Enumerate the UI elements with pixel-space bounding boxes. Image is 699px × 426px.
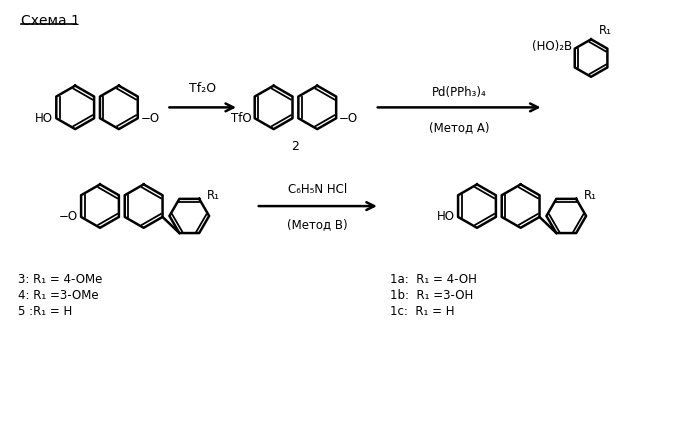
Text: HO: HO [437, 210, 455, 224]
Text: R₁: R₁ [584, 190, 597, 202]
Text: (HO)₂B: (HO)₂B [532, 40, 572, 53]
Text: 5 :R₁ = H: 5 :R₁ = H [17, 305, 72, 318]
Text: −O: −O [59, 210, 78, 224]
Text: (Метод A): (Метод A) [429, 121, 489, 134]
Text: C₆H₅N HCl: C₆H₅N HCl [287, 183, 347, 196]
Text: 1c:  R₁ = H: 1c: R₁ = H [389, 305, 454, 318]
Text: Tf₂O: Tf₂O [189, 81, 216, 95]
Text: −O: −O [339, 112, 359, 125]
Text: R₁: R₁ [599, 24, 612, 37]
Text: HO: HO [36, 112, 53, 125]
Text: 2: 2 [291, 140, 299, 153]
Text: 1a:  R₁ = 4-OH: 1a: R₁ = 4-OH [389, 273, 477, 286]
Text: TfO: TfO [231, 112, 252, 125]
Text: 4: R₁ =3-OMe: 4: R₁ =3-OMe [17, 289, 99, 302]
Text: R₁: R₁ [207, 190, 220, 202]
Text: 1b:  R₁ =3-OH: 1b: R₁ =3-OH [389, 289, 473, 302]
Text: 3: R₁ = 4-OMe: 3: R₁ = 4-OMe [17, 273, 102, 286]
Text: (Метод B): (Метод B) [287, 218, 347, 231]
Text: Pd(PPh₃)₄: Pd(PPh₃)₄ [432, 86, 487, 100]
Text: −O: −O [140, 112, 160, 125]
Text: Схема 1: Схема 1 [21, 14, 80, 28]
